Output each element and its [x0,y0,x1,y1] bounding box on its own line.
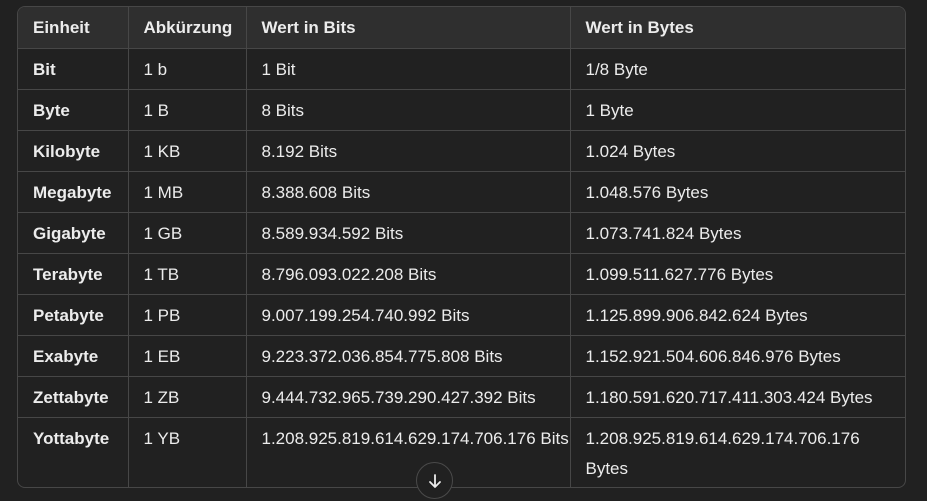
cell-bytes: 1.024 Bytes [569,130,905,172]
cell-abbreviation: 1 KB [127,130,246,172]
cell-bytes: 1.099.511.627.776 Bytes [569,253,905,295]
cell-unit: Terabyte [18,253,128,295]
cell-bytes: 1.180.591.620.717.411.303.424 Bytes [569,376,905,418]
cell-bytes: 1 Byte [569,89,905,131]
table-row: Megabyte 1 MB 8.388.608 Bits 1.048.576 Byte… [18,171,905,213]
cell-bytes: 1.048.576 Bytes [569,171,905,213]
cell-abbreviation: 1 b [127,48,246,90]
cell-bits: 8.388.608 Bits [245,171,570,213]
cell-abbreviation: 1 B [127,89,246,131]
cell-unit: Kilobyte [18,130,128,172]
cell-bits: 8 Bits [245,89,570,131]
cell-unit: Yottabyte [33,429,110,448]
cell-unit: Byte [18,89,128,131]
cell-unit: Exabyte [18,335,128,377]
scroll-down-button[interactable] [416,462,453,499]
cell-unit: Petabyte [18,294,128,336]
table-row: Petabyte 1 PB 9.007.199.254.740.992 Bits 1.… [18,294,905,336]
cell-unit: Gigabyte [18,212,128,254]
cell-abbreviation: 1 ZB [127,376,246,418]
table-row: Zettabyte 1 ZB 9.444.732.965.739.290.427.3… [18,376,905,418]
table-row: Exabyte 1 EB 9.223.372.036.854.775.808 Bit… [18,335,905,377]
table-header-row: Einheit Abkürzung Wert in Bits Wert in B… [18,7,905,49]
cell-abbreviation: 1 TB [127,253,246,295]
cell-bits: 8.589.934.592 Bits [245,212,570,254]
cell-bits: 9.223.372.036.854.775.808 Bits [245,335,570,377]
cell-bits: 9.007.199.254.740.992 Bits [245,294,570,336]
cell-abbreviation: 1 GB [127,212,246,254]
cell-abbreviation: 1 YB [127,417,246,487]
column-header-unit: Einheit [18,7,128,49]
cell-unit: Megabyte [18,171,128,213]
column-header-abbreviation: Abkürzung [127,7,246,49]
table-row: Yottabyte 1 YB 1.208.925.819.614.629.174.7… [18,417,905,487]
table-row: Kilobyte 1 KB 8.192 Bits 1.024 Bytes [18,130,905,172]
cell-abbreviation: 1 EB [127,335,246,377]
cell-bytes: 1.208.925.819.614.629.174.706.176 Bytes [569,417,905,487]
cell-bytes: 1/8 Byte [569,48,905,90]
column-header-bytes: Wert in Bytes [569,7,905,49]
cell-bytes: 1.125.899.906.842.624 Bytes [569,294,905,336]
units-table-container: Einheit Abkürzung Wert in Bits Wert in B… [17,6,906,488]
cell-abbreviation: 1 MB [127,171,246,213]
cell-bits: 8.796.093.022.208 Bits [245,253,570,295]
cell-abbreviation: 1 PB [127,294,246,336]
arrow-down-icon [428,473,441,488]
cell-bits: 1 Bit [245,48,570,90]
cell-bits: 8.192 Bits [245,130,570,172]
units-table: Einheit Abkürzung Wert in Bits Wert in B… [18,7,905,487]
cell-bytes: 1.073.741.824 Bytes [569,212,905,254]
cell-unit: Bit [18,48,128,90]
table-row: Terabyte 1 TB 8.796.093.022.208 Bits 1.099.… [18,253,905,295]
cell-unit: Zettabyte [18,376,128,418]
cell-bits: 9.444.732.965.739.290.427.392 Bits [245,376,570,418]
table-row: Gigabyte 1 GB 8.589.934.592 Bits 1.073.741.… [18,212,905,254]
cell-bits: 1.208.925.819.614.629.174.706.176 Bits [245,417,570,487]
cell-bytes: 1.152.921.504.606.846.976 Bytes [569,335,905,377]
column-header-bits: Wert in Bits [245,7,570,49]
